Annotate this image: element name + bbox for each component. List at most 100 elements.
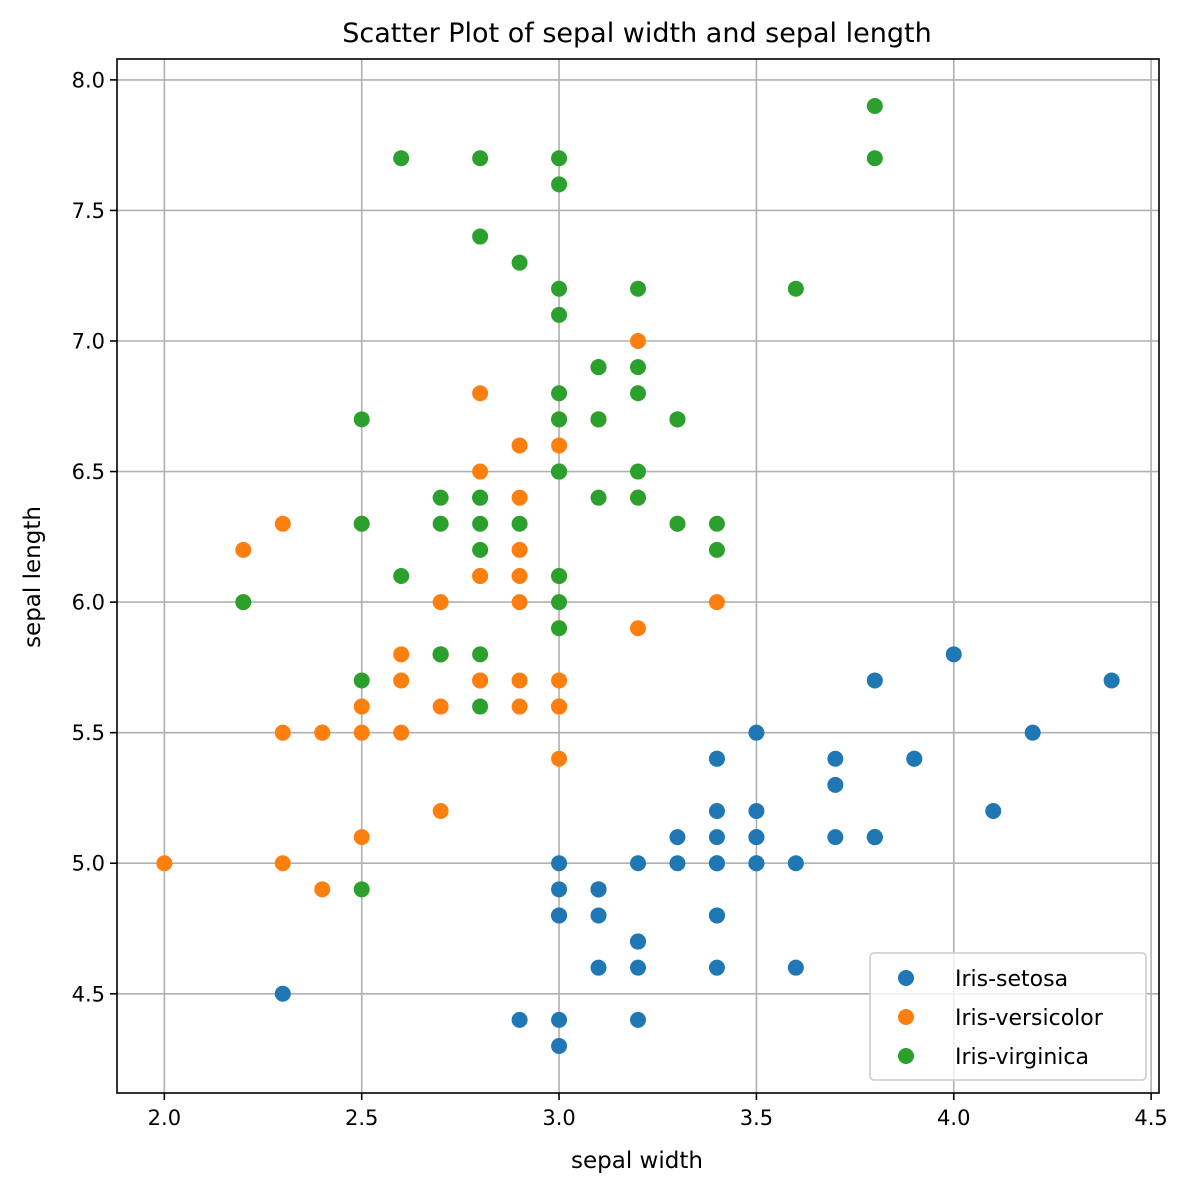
point-iris-virginica <box>353 515 370 532</box>
point-iris-setosa <box>1024 724 1041 741</box>
point-iris-setosa <box>708 855 725 872</box>
point-iris-setosa <box>630 1011 646 1028</box>
point-iris-virginica <box>708 541 725 558</box>
point-iris-virginica <box>393 568 410 584</box>
point-iris-setosa <box>787 855 804 872</box>
point-iris-setosa <box>748 803 765 819</box>
point-iris-versicolor <box>432 594 449 611</box>
point-iris-virginica <box>708 515 725 532</box>
point-iris-setosa <box>551 855 568 872</box>
x-tick-label: 4.5 <box>1134 1106 1167 1130</box>
point-iris-versicolor <box>472 568 489 584</box>
point-iris-virginica <box>472 150 489 167</box>
legend-label: Iris-versicolor <box>955 1006 1104 1031</box>
point-iris-setosa <box>866 829 883 846</box>
y-axis-label: sepal length <box>20 506 46 648</box>
point-iris-virginica <box>432 489 449 506</box>
legend-marker <box>898 970 914 986</box>
point-iris-setosa <box>827 750 844 767</box>
point-iris-setosa <box>551 907 568 924</box>
point-iris-versicolor <box>156 855 173 872</box>
point-iris-setosa <box>551 1011 568 1028</box>
point-iris-virginica <box>630 463 646 480</box>
point-iris-virginica <box>511 515 528 532</box>
point-iris-virginica <box>866 98 883 114</box>
legend-marker <box>898 1048 914 1064</box>
point-iris-virginica <box>866 150 883 167</box>
y-tick-label: 5.5 <box>72 721 105 745</box>
axis-ticks: 2.0 2.5 3.0 3.5 4.0 4.5 4.5 5.0 5.5 6.0 6.5 7.0 7.5 8… <box>72 68 1168 1130</box>
y-tick-label: 5.0 <box>72 852 105 876</box>
point-iris-versicolor <box>511 489 528 506</box>
y-tick-label: 6.5 <box>72 460 105 484</box>
point-iris-virginica <box>353 672 370 689</box>
point-iris-setosa <box>590 881 607 898</box>
point-iris-versicolor <box>551 672 568 689</box>
point-iris-virginica <box>472 698 489 715</box>
point-iris-virginica <box>630 489 646 506</box>
point-iris-versicolor <box>432 698 449 715</box>
point-iris-versicolor <box>708 594 725 611</box>
point-iris-setosa <box>827 776 844 793</box>
point-iris-versicolor <box>393 672 410 689</box>
point-iris-versicolor <box>472 463 489 480</box>
series-iris-versicolor <box>156 333 725 898</box>
point-iris-virginica <box>630 385 646 402</box>
point-iris-versicolor <box>274 724 291 741</box>
point-iris-virginica <box>551 150 568 167</box>
x-tick-label: 2.5 <box>345 1106 378 1130</box>
point-iris-setosa <box>590 907 607 924</box>
point-iris-virginica <box>551 620 568 637</box>
point-iris-setosa <box>630 855 646 872</box>
x-tick-label: 2.0 <box>148 1106 181 1130</box>
point-iris-virginica <box>235 594 252 611</box>
data-points <box>156 98 1120 1054</box>
point-iris-versicolor <box>274 855 291 872</box>
point-iris-setosa <box>985 803 1002 819</box>
point-iris-virginica <box>669 515 686 532</box>
point-iris-versicolor <box>353 698 370 715</box>
point-iris-setosa <box>708 803 725 819</box>
point-iris-virginica <box>669 411 686 428</box>
point-iris-setosa <box>748 724 765 741</box>
point-iris-setosa <box>945 646 962 663</box>
point-iris-versicolor <box>630 333 646 349</box>
legend-marker <box>898 1009 914 1025</box>
point-iris-setosa <box>708 750 725 767</box>
point-iris-versicolor <box>353 829 370 846</box>
point-iris-versicolor <box>511 594 528 611</box>
point-iris-versicolor <box>630 620 646 637</box>
point-iris-setosa <box>748 855 765 872</box>
x-tick-label: 3.0 <box>542 1106 575 1130</box>
y-tick-label: 7.5 <box>72 199 105 223</box>
point-iris-virginica <box>590 359 607 376</box>
point-iris-setosa <box>748 829 765 846</box>
point-iris-virginica <box>393 150 410 167</box>
point-iris-setosa <box>708 907 725 924</box>
point-iris-virginica <box>590 411 607 428</box>
point-iris-versicolor <box>353 724 370 741</box>
x-tick-label: 3.5 <box>740 1106 773 1130</box>
legend-label: Iris-setosa <box>955 967 1068 992</box>
point-iris-versicolor <box>511 541 528 558</box>
series-iris-virginica <box>235 98 883 898</box>
point-iris-virginica <box>472 515 489 532</box>
y-tick-label: 8.0 <box>72 68 105 92</box>
legend-box <box>869 952 1147 1081</box>
point-iris-virginica <box>551 463 568 480</box>
point-iris-virginica <box>432 515 449 532</box>
point-iris-virginica <box>353 411 370 428</box>
point-iris-versicolor <box>235 541 252 558</box>
point-iris-virginica <box>551 306 568 323</box>
point-iris-setosa <box>787 959 804 976</box>
point-iris-setosa <box>630 959 646 976</box>
point-iris-setosa <box>630 933 646 950</box>
point-iris-versicolor <box>511 437 528 454</box>
point-iris-virginica <box>630 280 646 297</box>
point-iris-setosa <box>669 855 686 872</box>
point-iris-setosa <box>669 829 686 846</box>
plot-area-frame <box>116 58 1160 1094</box>
point-iris-virginica <box>551 594 568 611</box>
y-tick-label: 6.0 <box>72 591 105 615</box>
